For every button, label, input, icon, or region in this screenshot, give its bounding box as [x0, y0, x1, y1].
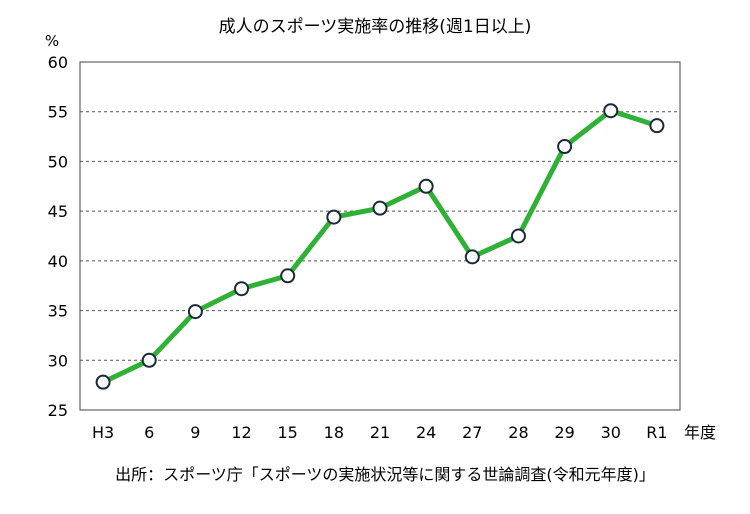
x-tick-label: R1 [646, 423, 667, 442]
x-tick-label: 29 [554, 423, 574, 442]
plot-border [79, 61, 681, 411]
data-point [280, 268, 296, 284]
source-note: 出所：スポーツ庁「スポーツの実施状況等に関する世論調査(令和元年度)」 [115, 465, 655, 484]
y-tick-label: 25 [48, 401, 68, 420]
x-tick-label: 30 [601, 423, 621, 442]
data-point [234, 281, 250, 297]
data-point [95, 374, 111, 390]
x-axis-label: 年度 [684, 423, 716, 442]
data-point [141, 352, 157, 368]
data-point [418, 178, 434, 194]
y-tick-label: 50 [48, 152, 68, 171]
x-tick-label: 12 [231, 423, 251, 442]
data-point [372, 200, 388, 216]
data-point [510, 228, 526, 244]
y-tick-label: 55 [48, 103, 68, 122]
data-point [603, 103, 619, 119]
x-tick-label: 6 [144, 423, 154, 442]
data-point [649, 118, 665, 134]
chart-title: 成人のスポーツ実施率の推移(週1日以上) [219, 17, 532, 37]
data-point [187, 304, 203, 320]
y-tick-label: 45 [48, 202, 68, 221]
x-tick-label: 18 [324, 423, 344, 442]
y-axis-label: % [45, 32, 59, 50]
data-point [464, 249, 480, 265]
x-tick-label: H3 [92, 423, 114, 442]
y-tick-label: 40 [48, 252, 68, 271]
x-tick-label: 27 [462, 423, 482, 442]
x-tick-label: 9 [190, 423, 200, 442]
x-tick-label: 28 [508, 423, 528, 442]
data-point [557, 139, 573, 155]
x-tick-label: 24 [416, 423, 436, 442]
y-tick-label: 60 [48, 53, 68, 72]
x-tick-label: 21 [370, 423, 390, 442]
x-tick-label: 15 [278, 423, 298, 442]
series-line [102, 108, 658, 385]
y-tick-label: 30 [48, 351, 68, 370]
y-tick-label: 35 [48, 302, 68, 321]
data-point [326, 209, 342, 225]
